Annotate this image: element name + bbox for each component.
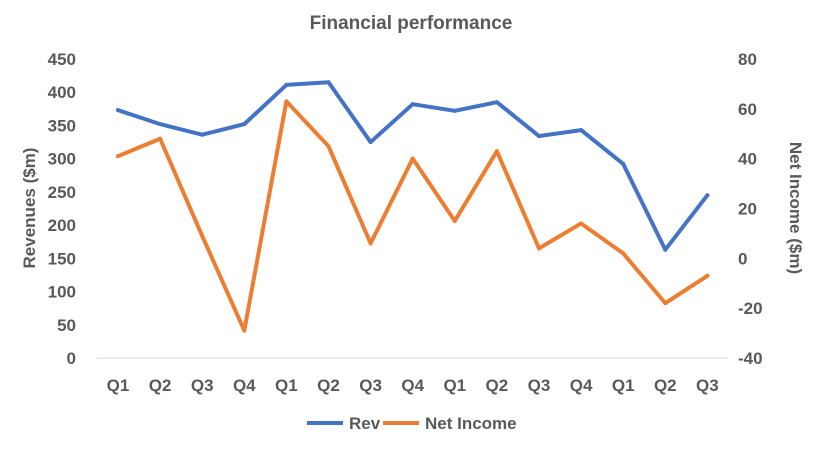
x-tick-label: Q2: [654, 376, 677, 395]
data-point-net-income: [242, 328, 247, 333]
data-point-net-income: [284, 99, 289, 104]
y-tick-label: 450: [48, 50, 76, 69]
data-point-net-income: [200, 233, 205, 238]
data-point-net-income: [663, 301, 668, 306]
data-point-net-income: [326, 144, 331, 149]
y-tick-label: 400: [48, 83, 76, 102]
x-tick-label: Q2: [486, 376, 509, 395]
x-tick-label: Q2: [149, 376, 172, 395]
data-point-net-income: [705, 273, 710, 278]
data-point-net-income: [494, 149, 499, 154]
y2-tick-label: -40: [738, 349, 763, 368]
x-tick-label: Q1: [612, 376, 635, 395]
y2-tick-label: 80: [738, 50, 757, 69]
data-point-rev: [705, 193, 710, 198]
data-point-net-income: [368, 241, 373, 246]
data-point-net-income: [579, 221, 584, 226]
legend-label-net-income: Net Income: [425, 414, 517, 433]
x-tick-label: Q1: [443, 376, 466, 395]
data-point-net-income: [452, 218, 457, 223]
data-point-net-income: [537, 246, 541, 251]
data-point-rev: [368, 140, 373, 145]
data-point-rev: [326, 80, 331, 85]
data-point-rev: [410, 102, 415, 107]
data-point-net-income: [116, 154, 120, 159]
data-point-rev: [537, 134, 541, 139]
data-point-rev: [200, 132, 205, 137]
y-tick-label: 250: [48, 183, 76, 202]
y-tick-label: 100: [48, 283, 76, 302]
y-tick-label: 300: [48, 150, 76, 169]
y2-tick-label: 20: [738, 200, 757, 219]
x-tick-label: Q4: [233, 376, 256, 395]
x-tick-label: Q3: [191, 376, 214, 395]
y2-tick-label: -20: [738, 299, 763, 318]
data-point-rev: [116, 108, 120, 113]
data-point-rev: [452, 108, 457, 113]
y2-tick-label: 40: [738, 150, 757, 169]
data-point-rev: [494, 100, 499, 105]
legend: Rev Net Income: [307, 414, 517, 433]
chart-title: Financial performance: [310, 13, 513, 34]
x-tick-label: Q3: [696, 376, 719, 395]
y-tick-label: 200: [48, 216, 76, 235]
x-tick-label: Q3: [359, 376, 382, 395]
y-axis-label: Revenues ($m): [20, 148, 39, 269]
y-tick-label: 0: [67, 349, 76, 368]
x-tick-label: Q1: [107, 376, 130, 395]
x-tick-label: Q1: [275, 376, 298, 395]
data-point-rev: [284, 82, 289, 87]
series-line-rev: [116, 80, 710, 252]
data-point-rev: [242, 122, 247, 127]
x-tick-label: Q4: [401, 376, 424, 395]
x-tick-label: Q4: [570, 376, 593, 395]
data-point-net-income: [621, 251, 626, 256]
legend-label-rev: Rev: [349, 414, 381, 433]
data-point-rev: [663, 247, 668, 252]
y2-tick-label: 0: [738, 249, 747, 268]
y-tick-label: 350: [48, 116, 76, 135]
data-point-net-income: [158, 136, 163, 141]
y-tick-label: 150: [48, 249, 76, 268]
y-tick-label: 50: [57, 316, 76, 335]
y2-axis-label: Net Income ($m): [786, 142, 805, 274]
data-point-rev: [579, 128, 584, 133]
y2-tick-label: 60: [738, 100, 757, 119]
data-point-rev: [621, 161, 626, 166]
data-point-net-income: [410, 156, 415, 161]
x-tick-label: Q3: [528, 376, 551, 395]
x-tick-label: Q2: [317, 376, 340, 395]
data-point-rev: [158, 122, 163, 127]
